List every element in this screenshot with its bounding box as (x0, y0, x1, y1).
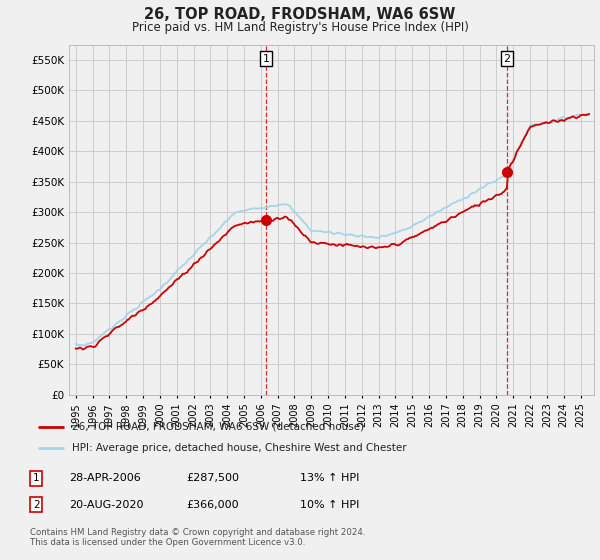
Text: 28-APR-2006: 28-APR-2006 (69, 473, 141, 483)
Text: 13% ↑ HPI: 13% ↑ HPI (300, 473, 359, 483)
Text: 26, TOP ROAD, FRODSHAM, WA6 6SW (detached house): 26, TOP ROAD, FRODSHAM, WA6 6SW (detache… (71, 422, 364, 432)
Text: £287,500: £287,500 (186, 473, 239, 483)
Text: Contains HM Land Registry data © Crown copyright and database right 2024.
This d: Contains HM Land Registry data © Crown c… (30, 528, 365, 547)
Text: 26, TOP ROAD, FRODSHAM, WA6 6SW: 26, TOP ROAD, FRODSHAM, WA6 6SW (145, 7, 455, 22)
Text: £366,000: £366,000 (186, 500, 239, 510)
Text: Price paid vs. HM Land Registry's House Price Index (HPI): Price paid vs. HM Land Registry's House … (131, 21, 469, 34)
Text: 1: 1 (33, 473, 40, 483)
Text: 20-AUG-2020: 20-AUG-2020 (69, 500, 143, 510)
Text: 10% ↑ HPI: 10% ↑ HPI (300, 500, 359, 510)
Text: 1: 1 (263, 54, 270, 63)
Text: 2: 2 (503, 54, 511, 63)
Text: 2: 2 (33, 500, 40, 510)
Text: HPI: Average price, detached house, Cheshire West and Chester: HPI: Average price, detached house, Ches… (71, 443, 406, 453)
